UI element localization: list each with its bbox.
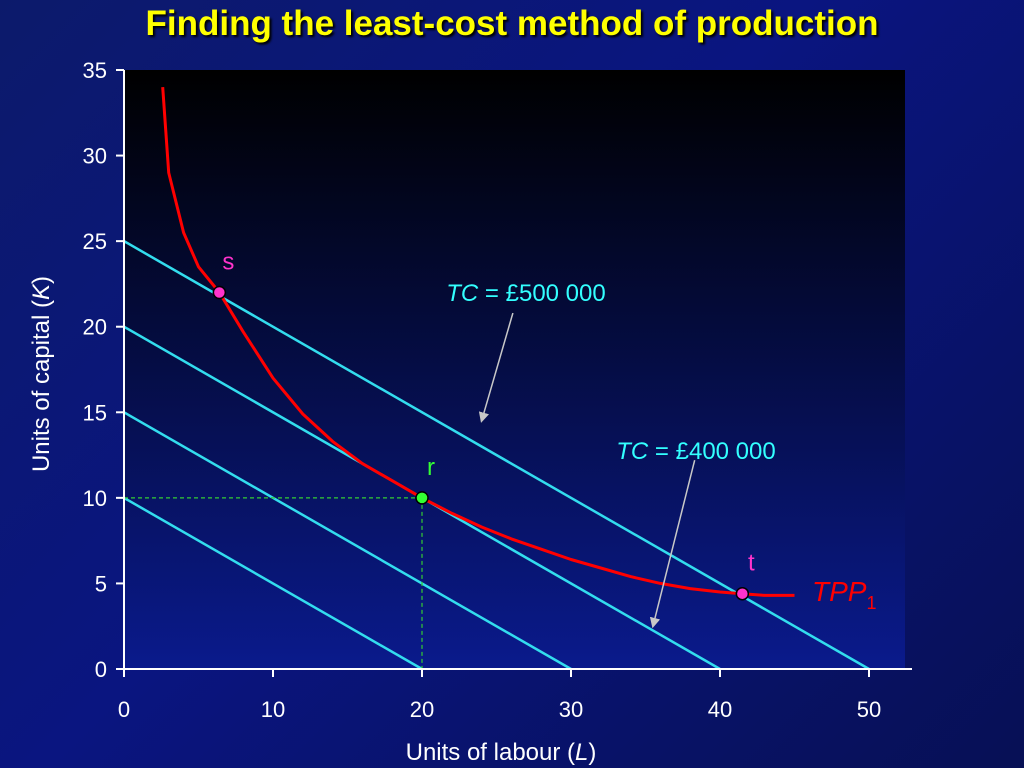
tc-annotation-1: TC = £500 000 [446, 280, 605, 307]
x-tick-label: 10 [261, 697, 285, 722]
tc-arrow-1 [478, 312, 514, 423]
y-tick-label: 35 [83, 58, 107, 83]
y-tick-label: 15 [83, 400, 107, 425]
tc-arrow-2 [649, 460, 696, 629]
plot-area [124, 70, 905, 669]
x-tick-label: 20 [410, 697, 434, 722]
isocost-line-3 [123, 411, 572, 671]
x-tick-label: 0 [118, 697, 130, 722]
isocost-line-4 [123, 496, 423, 671]
y-tick-label: 10 [83, 486, 107, 511]
point-r [415, 491, 429, 505]
x-tick-label: 30 [559, 697, 583, 722]
x-tick-label: 50 [857, 697, 881, 722]
point-label-s: s [222, 248, 234, 275]
x-tick-label: 40 [708, 697, 732, 722]
point-label-t: t [748, 550, 755, 577]
point-s [212, 285, 227, 300]
point-t [735, 586, 750, 601]
y-tick-label: 0 [95, 657, 107, 682]
y-tick-label: 20 [83, 315, 107, 340]
tpp-label: TPP1 [812, 576, 876, 613]
y-tick-label: 5 [95, 571, 107, 596]
y-axis-label: Units of capital (K) [28, 276, 55, 472]
y-tick-label: 30 [83, 144, 107, 169]
point-label-r: r [427, 454, 435, 481]
slide-title: Finding the least-cost method of product… [145, 4, 879, 43]
tc-annotation-2: TC = £400 000 [616, 438, 775, 465]
y-tick-label: 25 [83, 229, 107, 254]
x-axis-label: Units of labour (L) [406, 739, 597, 766]
